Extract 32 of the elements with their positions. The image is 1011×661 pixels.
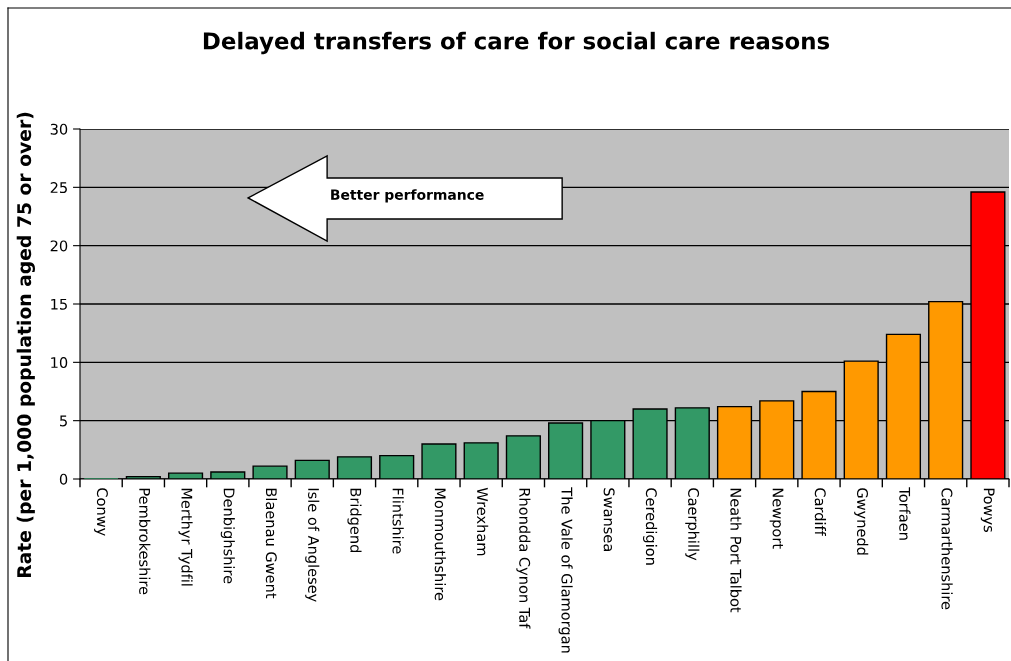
x-tick-label: Denbighshire (220, 488, 235, 584)
y-tick-label: 30 (50, 123, 68, 135)
y-tick-label: 0 (59, 473, 68, 485)
x-tick-label: Blaenau Gwent (265, 488, 278, 599)
x-tick-label: Flintshire (392, 488, 404, 554)
y-tick-label: 5 (60, 415, 67, 427)
annotation: Better performance (331, 189, 484, 203)
x-tick-label: Carmarthenshire (941, 488, 953, 610)
x-tick-label: Pembrokeshire (139, 488, 151, 595)
x-tick-label: Conwy (94, 488, 108, 536)
x-tick-label: Wrexham (476, 487, 489, 556)
x-tick-label: Torfaen (899, 487, 911, 540)
x-tick-label: Ceredigion (643, 488, 658, 565)
x-tick-label: Bridgend (347, 488, 362, 553)
x-tick-label: Isle of Anglesey (305, 488, 320, 602)
y-axis-title: Rate (per 1,000 population aged 75 or over) (16, 112, 35, 578)
x-tick-label: Caerphilly (685, 488, 700, 561)
x-tick-label: Gwynedd (854, 488, 869, 555)
y-tick-label: 25 (50, 182, 67, 194)
x-tick-label: Merthyr Tydfil (178, 488, 193, 586)
y-tick-label: 15 (51, 298, 67, 310)
y-tick-label: 10 (51, 357, 68, 369)
x-tick-label: Swansea (603, 488, 615, 551)
x-tick-label: Rhondda Cynon Taf (516, 488, 531, 629)
x-tick-label: Monmouthshire (434, 488, 446, 601)
y-tick-label: 20 (50, 240, 68, 252)
x-tick-label: Newport (769, 488, 784, 549)
x-tick-label: Powys (980, 488, 995, 532)
x-tick-label: Neath Port Talbot (730, 488, 742, 613)
x-tick-label: Cardiff (814, 488, 827, 537)
x-tick-label: The Vale of Glamorgan (558, 487, 573, 653)
chart-title: Delayed transfers of care for social care reasons (203, 31, 830, 55)
